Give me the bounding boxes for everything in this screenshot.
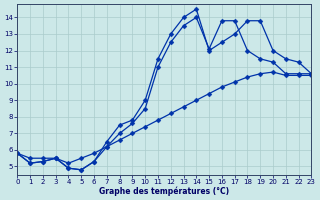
X-axis label: Graphe des températures (°C): Graphe des températures (°C) (99, 186, 229, 196)
